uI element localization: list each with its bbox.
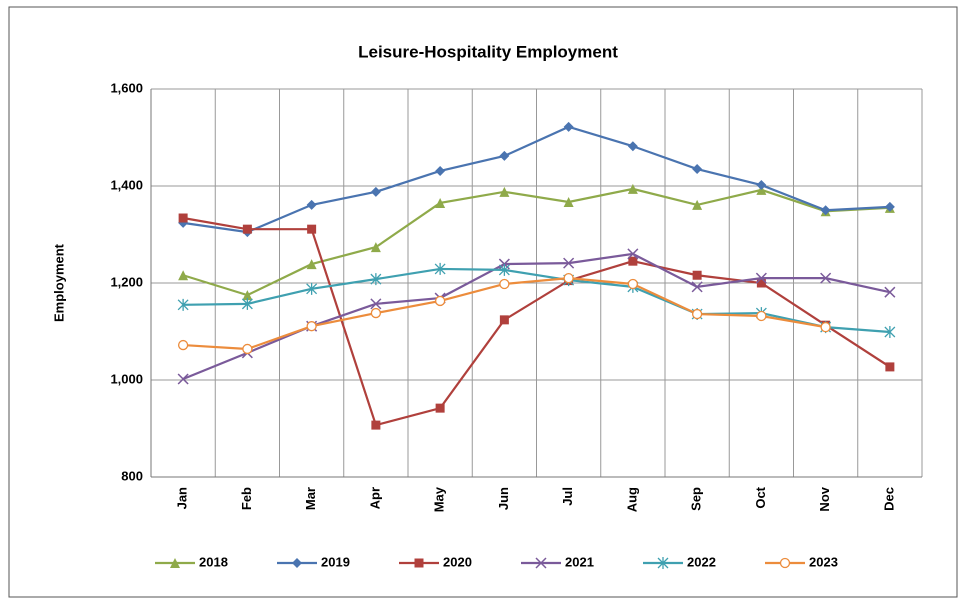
data-point xyxy=(435,165,446,176)
data-point xyxy=(627,248,639,260)
series-line xyxy=(182,187,890,297)
data-point xyxy=(499,278,510,290)
data-point xyxy=(563,257,575,269)
data-point xyxy=(370,242,381,253)
data-point xyxy=(370,273,382,286)
y-tick-label: 1,600 xyxy=(110,80,143,95)
data-point xyxy=(306,321,317,332)
data-point xyxy=(627,278,639,290)
data-point xyxy=(178,270,189,281)
data-point xyxy=(563,272,574,284)
data-point xyxy=(498,263,510,276)
data-point xyxy=(627,183,638,194)
data-point xyxy=(370,298,382,310)
data-point xyxy=(755,272,767,284)
series-line xyxy=(182,125,890,234)
x-tick-label: Nov xyxy=(817,486,832,511)
x-tick-label: Sep xyxy=(689,487,704,511)
y-tick-label: 1,400 xyxy=(110,177,143,192)
data-point xyxy=(370,307,382,319)
data-point xyxy=(242,224,252,234)
data-point xyxy=(756,278,766,288)
y-tick-label: 800 xyxy=(121,468,143,483)
data-point xyxy=(242,290,253,301)
legend-label: 2022 xyxy=(687,554,716,569)
y-tick-label: 1,000 xyxy=(110,371,143,386)
data-point xyxy=(691,308,703,320)
legend-label: 2020 xyxy=(443,554,472,569)
data-point xyxy=(756,310,767,322)
data-point xyxy=(241,297,253,310)
legend-marker xyxy=(535,557,547,569)
data-point xyxy=(434,295,446,307)
legend-marker xyxy=(657,557,669,569)
y-axis-label: Employment xyxy=(51,243,66,322)
data-point xyxy=(691,281,703,293)
data-point xyxy=(242,343,253,355)
data-point xyxy=(756,180,767,191)
x-tick-label: Aug xyxy=(624,487,639,512)
data-point xyxy=(499,315,509,325)
series-line xyxy=(182,216,891,427)
data-point xyxy=(692,164,703,175)
legend-marker xyxy=(779,557,791,569)
x-tick-label: Jan xyxy=(175,487,190,509)
x-tick-label: Dec xyxy=(881,487,896,511)
series-line xyxy=(183,267,890,334)
data-point xyxy=(692,270,702,280)
data-point xyxy=(499,150,510,161)
x-tick-label: Jun xyxy=(496,487,511,510)
data-point xyxy=(306,199,317,210)
legend-marker xyxy=(170,558,180,568)
data-point xyxy=(178,213,188,223)
data-point xyxy=(628,256,638,266)
chart-frame xyxy=(8,6,958,598)
data-point xyxy=(371,420,381,430)
x-tick-label: May xyxy=(432,486,447,512)
y-tick-label: 1,200 xyxy=(110,274,143,289)
data-point xyxy=(820,321,831,333)
data-point xyxy=(884,286,896,298)
data-point xyxy=(435,403,445,413)
data-point xyxy=(370,186,381,197)
data-point xyxy=(306,282,318,295)
data-point xyxy=(563,197,574,208)
data-point xyxy=(820,205,831,216)
legend-label: 2021 xyxy=(565,554,594,569)
legend-label: 2018 xyxy=(199,554,228,569)
data-point xyxy=(885,362,895,372)
legend-marker xyxy=(292,558,302,568)
data-point xyxy=(884,325,896,338)
data-point xyxy=(306,259,317,270)
data-point xyxy=(435,197,446,208)
chart-title: Leisure-Hospitality Employment xyxy=(358,42,618,61)
legend-label: 2023 xyxy=(809,554,838,569)
data-point xyxy=(563,121,574,132)
data-point xyxy=(177,298,189,311)
data-point xyxy=(884,201,895,212)
data-point xyxy=(177,373,189,385)
data-point xyxy=(434,262,446,275)
x-tick-label: Feb xyxy=(239,487,254,510)
data-point xyxy=(499,186,510,197)
x-tick-label: Jul xyxy=(560,487,575,506)
data-point xyxy=(820,272,832,284)
data-point xyxy=(627,141,638,152)
data-point xyxy=(307,224,317,234)
x-tick-label: Oct xyxy=(753,486,768,508)
x-tick-label: Mar xyxy=(303,487,318,510)
data-point xyxy=(177,339,189,351)
x-tick-label: Apr xyxy=(367,487,382,509)
legend-marker xyxy=(414,558,424,568)
data-point xyxy=(692,199,703,210)
legend-label: 2019 xyxy=(321,554,350,569)
